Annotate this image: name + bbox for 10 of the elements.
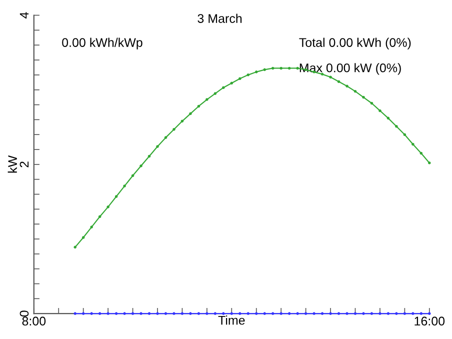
x-tick-label: 8:00: [22, 316, 46, 326]
chart-title: 3 March: [198, 14, 242, 23]
x-tick-label: 16:00: [414, 316, 445, 326]
annotation: 0.00 kWh/kWp: [62, 38, 142, 50]
y-tick-label: 2: [20, 162, 29, 168]
y-axis-title: kW: [8, 155, 17, 173]
annotation: Total 0.00 kWh (0%): [299, 38, 411, 50]
y-tick-label: 0: [20, 310, 29, 317]
x-axis-title: Time: [218, 316, 245, 325]
y-tick-label: 4: [20, 12, 29, 18]
